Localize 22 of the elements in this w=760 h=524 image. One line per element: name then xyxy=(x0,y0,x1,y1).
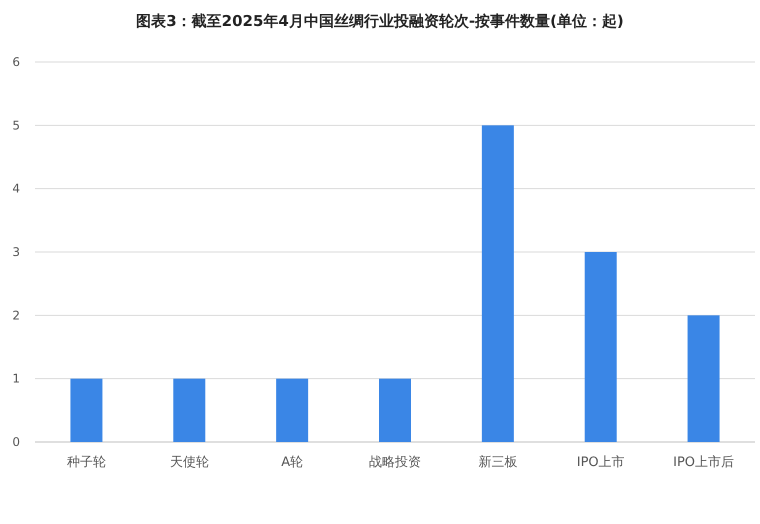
x-tick-label: IPO上市后 xyxy=(673,455,734,470)
bar xyxy=(688,315,720,442)
x-tick-label: 战略投资 xyxy=(369,455,421,470)
x-tick-label: 天使轮 xyxy=(170,455,209,470)
y-tick-label: 4 xyxy=(12,182,20,196)
bar xyxy=(584,252,617,442)
y-tick-label: 1 xyxy=(12,372,20,386)
bar xyxy=(276,378,308,442)
bar xyxy=(482,125,514,442)
x-tick-label: 新三板 xyxy=(478,455,518,470)
y-tick-label: 0 xyxy=(12,435,20,449)
bar xyxy=(173,378,206,442)
chart-title: 图表3：截至2025年4月中国丝绸行业投融资轮次-按事件数量(单位：起) xyxy=(136,12,624,30)
y-tick-label: 2 xyxy=(12,308,20,322)
y-tick-label: 5 xyxy=(12,118,20,132)
bar xyxy=(379,378,411,442)
x-tick-label: A轮 xyxy=(281,455,304,470)
bar xyxy=(70,378,102,442)
x-tick-label: IPO上市 xyxy=(576,455,625,470)
y-tick-label: 6 xyxy=(12,55,20,69)
x-tick-label: 种子轮 xyxy=(66,455,106,470)
y-tick-label: 3 xyxy=(12,245,20,259)
